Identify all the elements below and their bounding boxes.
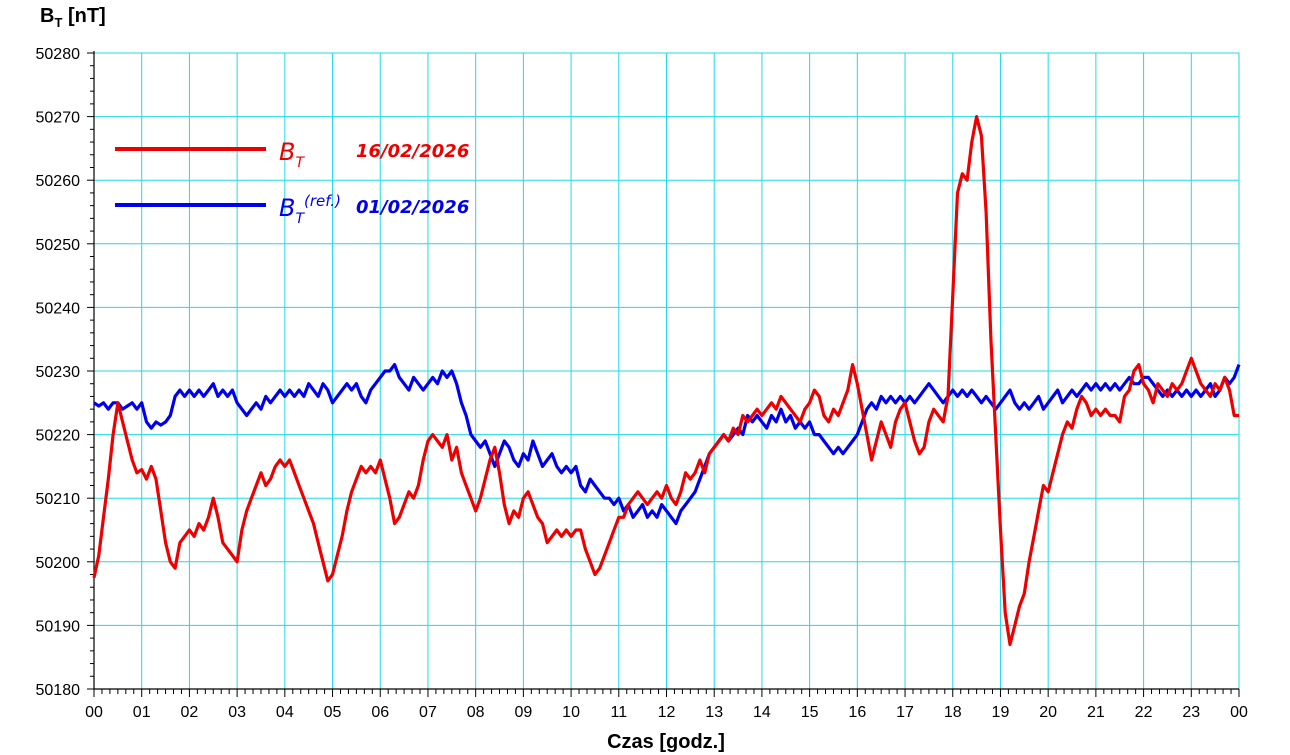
x-tick-label: 23: [1182, 704, 1200, 721]
x-tick-label: 10: [562, 704, 580, 721]
x-tick-label: 15: [801, 704, 819, 721]
legend-date-bt: 16/02/2026: [356, 141, 469, 162]
legend-date-bt-ref: 01/02/2026: [356, 197, 469, 218]
y-axis-title: BT [nT]: [40, 5, 106, 30]
y-tick-label: 50230: [36, 364, 81, 381]
y-tick-label: 50220: [36, 428, 81, 445]
x-tick-label: 11: [610, 704, 627, 721]
x-tick-label: 08: [467, 704, 485, 721]
x-tick-label: 22: [1135, 704, 1153, 721]
y-tick-label: 50280: [36, 46, 81, 63]
legend-entry-bt-ref: BT(ref.) 01/02/2026: [115, 192, 469, 227]
x-tick-label: 00: [1230, 704, 1248, 721]
x-tick-label: 07: [419, 704, 437, 721]
x-tick-label: 19: [992, 704, 1010, 721]
legend: BT 16/02/2026 BT(ref.) 01/02/2026: [115, 138, 469, 227]
series-lines: [92, 115, 1241, 647]
x-tick-label: 01: [133, 704, 151, 721]
x-tick-label: 06: [371, 704, 389, 721]
y-axis-title-unit: [nT]: [62, 5, 105, 27]
x-axis-title: Czas [godz.]: [607, 731, 725, 753]
x-tick-label: 20: [1039, 704, 1057, 721]
y-tick-label: 50240: [36, 300, 81, 317]
series-line-bt: [92, 115, 1239, 647]
legend-symbol-bt-ref: BT(ref.): [279, 192, 341, 227]
x-tick-label: 14: [753, 704, 771, 721]
x-tick-label: 09: [514, 704, 532, 721]
y-tick-label: 50200: [36, 555, 81, 572]
x-tick-label: 17: [896, 704, 914, 721]
x-tick-label: 00: [85, 704, 103, 721]
y-axis-title-main: B: [40, 5, 54, 27]
x-tick-label: 16: [848, 704, 866, 721]
series-line-bt-ref: [93, 363, 1241, 526]
x-tick-label: 12: [658, 704, 676, 721]
y-tick-label: 50190: [36, 618, 81, 635]
y-tick-label: 50210: [36, 491, 81, 508]
y-tick-label: 50260: [36, 173, 81, 190]
x-tick-label: 03: [228, 704, 246, 721]
x-tick-label: 02: [181, 704, 199, 721]
y-axis-title-sub: T: [54, 15, 62, 30]
x-tick-label: 05: [324, 704, 342, 721]
x-tick-label: 04: [276, 704, 294, 721]
y-tick-label: 50250: [36, 237, 81, 254]
legend-symbol-bt: BT: [279, 138, 305, 171]
y-tick-label: 50270: [36, 110, 81, 127]
y-tick-label: 50180: [36, 682, 81, 699]
x-tick-label: 21: [1087, 704, 1105, 721]
x-tick-label: 18: [944, 704, 962, 721]
axes: 50180 50190 50200 50210 50220 50230 50240 50250…: [36, 46, 1249, 721]
x-tick-label: 13: [705, 704, 723, 721]
grid: [94, 52, 1240, 689]
legend-entry-bt: BT 16/02/2026: [115, 138, 469, 171]
